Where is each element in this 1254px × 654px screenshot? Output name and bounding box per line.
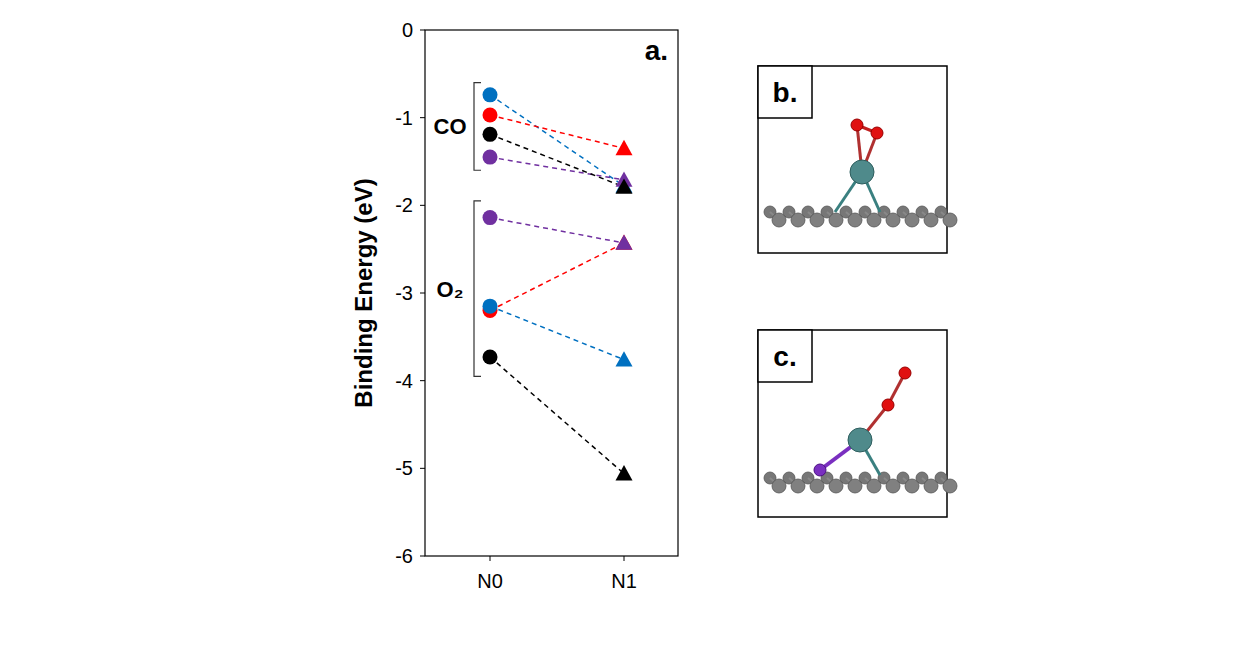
series-line: [490, 306, 624, 359]
x-tick-label: N1: [611, 570, 637, 592]
point: [483, 108, 498, 123]
x-tick: [624, 556, 625, 561]
metal-atom: [848, 428, 872, 452]
carbon-atom: [791, 479, 805, 493]
y-tick-label: -1: [395, 107, 413, 129]
carbon-atom: [943, 213, 957, 227]
nitrogen-atom: [814, 464, 826, 476]
carbon-atom: [848, 213, 862, 227]
group-label: CO: [434, 114, 467, 139]
y-tick-label: -5: [395, 457, 413, 479]
y-tick-label: 0: [402, 19, 413, 41]
point: [483, 87, 498, 102]
y-tick-label: -6: [395, 545, 413, 567]
point: [616, 140, 633, 155]
carbon-atom: [848, 479, 862, 493]
structure-b: b.: [758, 66, 957, 253]
metal-atom: [850, 160, 874, 184]
x-tick-label: N0: [477, 570, 503, 592]
point: [483, 127, 498, 142]
y-tick-label: -3: [395, 282, 413, 304]
carbon-atom: [829, 213, 843, 227]
series-line: [490, 95, 624, 186]
point: [483, 210, 498, 225]
y-tick-label: -4: [395, 370, 413, 392]
carbon-atom: [886, 479, 900, 493]
carbon-atom: [791, 213, 805, 227]
series-line: [490, 134, 624, 187]
x-tick: [490, 556, 491, 561]
point: [616, 351, 633, 366]
y-axis-title: Binding Energy (eV): [350, 178, 377, 407]
panel-label: b.: [773, 77, 798, 108]
carbon-atom: [943, 479, 957, 493]
carbon-atom: [772, 479, 786, 493]
y-tick: [420, 556, 425, 557]
y-tick: [420, 205, 425, 206]
oxygen-atom: [871, 127, 883, 139]
carbon-atom: [924, 479, 938, 493]
carbon-atom: [924, 213, 938, 227]
marks: [483, 87, 633, 480]
carbon-atom: [810, 479, 824, 493]
panel-label-box: [758, 66, 812, 118]
group-label: O₂: [437, 277, 464, 302]
series-line: [490, 243, 624, 311]
point: [616, 465, 633, 480]
structure-panel: [758, 66, 947, 253]
carbon-atom: [905, 479, 919, 493]
point: [483, 299, 498, 314]
oxygen-atom: [851, 119, 863, 131]
point: [483, 150, 498, 165]
y-tick-label: -2: [395, 194, 413, 216]
series-line: [490, 357, 624, 474]
point: [616, 235, 633, 250]
series-line: [490, 115, 624, 148]
plot-frame: [425, 30, 678, 556]
oxygen-atom: [899, 367, 911, 379]
carbon-atom: [772, 213, 786, 227]
y-tick: [420, 117, 425, 118]
oxygen-atom: [882, 399, 894, 411]
group-bracket: [474, 201, 481, 376]
panel-label: c.: [773, 341, 796, 372]
carbon-atom: [810, 213, 824, 227]
carbon-atom: [829, 479, 843, 493]
series-line: [490, 218, 624, 243]
point: [616, 178, 633, 193]
group-bracket: [474, 83, 481, 171]
y-tick: [420, 380, 425, 381]
carbon-atom: [867, 213, 881, 227]
figure: 0 -1 -2 -3 -4 -5 -6 N0 N1 Binding Energy (eV) a. CO…: [0, 0, 1254, 654]
background: [0, 0, 1254, 654]
panel-label-box: [758, 330, 812, 382]
structure-panel: [758, 330, 947, 517]
structure-c: c.: [758, 330, 957, 517]
carbon-atom: [905, 213, 919, 227]
y-tick: [420, 30, 425, 31]
carbon-atom: [867, 479, 881, 493]
point: [483, 349, 498, 364]
y-tick: [420, 468, 425, 469]
point: [616, 235, 633, 250]
carbon-atom: [886, 213, 900, 227]
y-tick: [420, 293, 425, 294]
panel-label: a.: [645, 35, 668, 66]
series-line: [490, 157, 624, 180]
